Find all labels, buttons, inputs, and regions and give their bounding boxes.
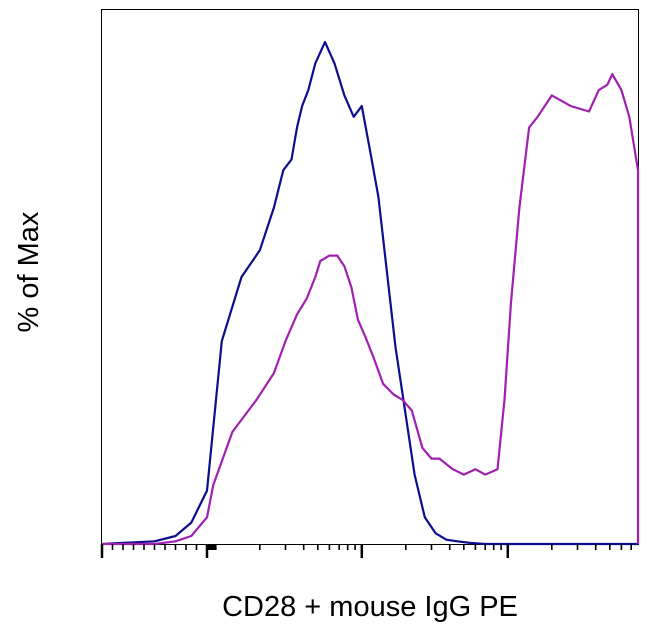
series-line-2 (102, 72, 640, 546)
plot-frame (101, 9, 639, 545)
x-axis-title: CD28 + mouse IgG PE (222, 591, 518, 623)
series-line-1 (101, 40, 638, 546)
y-axis-title: % of Max (13, 211, 45, 332)
series-layer (101, 40, 640, 546)
x-axis-ticks (100, 544, 633, 558)
